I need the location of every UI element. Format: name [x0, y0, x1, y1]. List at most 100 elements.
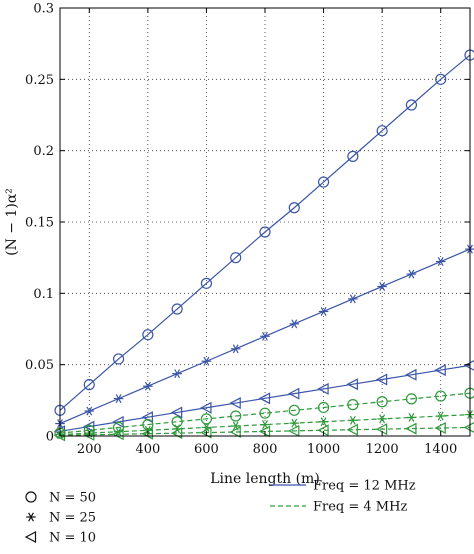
- circle-marker: [317, 401, 330, 414]
- triangle-marker: [346, 378, 358, 391]
- asterisk-stroke: [320, 417, 327, 427]
- circle-marker: [435, 73, 447, 85]
- asterisk-stroke: [28, 512, 34, 522]
- triangle-marker: [200, 401, 212, 414]
- axis-ticks: 200 400 600 800 1000 1200 1400 0 0.05 0.1 0.15 0.2 0…: [25, 2, 470, 457]
- circle-marker: [200, 277, 213, 289]
- asterisk-stroke: [291, 319, 298, 329]
- x-axis-label: Line length (m): [210, 471, 320, 487]
- asterisk-marker: [113, 394, 124, 404]
- triangle-marker: [170, 406, 183, 419]
- y-tick-label: 0.3: [33, 2, 54, 17]
- circle-marker: [112, 353, 125, 365]
- circle-marker: [230, 252, 242, 264]
- circle-marker: [83, 379, 95, 391]
- asterisk-stroke: [144, 425, 151, 435]
- asterisk-stroke: [408, 412, 415, 422]
- y-tick-label: 0.2: [33, 144, 54, 159]
- circle-marker: [317, 176, 330, 188]
- circle-marker: [171, 303, 183, 315]
- series-line: [59, 426, 471, 437]
- y-tick-label: 0.1: [33, 287, 54, 302]
- grid-lines: [60, 8, 470, 436]
- legend: N = 50 N = 25 N = 10 Freq = 12 MHz Freq = 4 …: [24, 479, 416, 546]
- x-tick-label: 1200: [366, 442, 399, 457]
- circle-marker: [200, 413, 213, 425]
- triangle-marker: [287, 387, 300, 400]
- asterisk-marker: [143, 381, 153, 391]
- asterisk-marker: [26, 512, 36, 522]
- asterisk-marker: [289, 319, 300, 329]
- triangle-marker: [434, 422, 446, 435]
- asterisk-marker: [172, 369, 182, 379]
- circle-marker: [347, 399, 359, 411]
- circle-marker: [288, 202, 300, 214]
- series-line: [59, 364, 471, 432]
- triangle-marker: [112, 428, 124, 441]
- asterisk-marker: [377, 414, 387, 424]
- asterisk-marker: [318, 417, 329, 427]
- y-tick-label: 0: [46, 430, 54, 445]
- triangle-marker: [229, 397, 241, 410]
- triangle-marker: [258, 392, 271, 405]
- asterisk-marker: [143, 425, 153, 435]
- triangle-marker: [112, 415, 124, 428]
- legend-label-line: Freq = 4 MHz: [313, 500, 407, 515]
- triangle-marker: [346, 423, 358, 436]
- asterisk-marker: [377, 282, 387, 291]
- series-line: [59, 54, 471, 411]
- asterisk-stroke: [379, 414, 386, 424]
- triangle-marker: [229, 426, 241, 438]
- circle-marker: [376, 396, 388, 408]
- asterisk-stroke: [262, 331, 268, 341]
- triangle-marker: [434, 364, 446, 377]
- circle-marker: [230, 410, 242, 422]
- triangle-marker: [287, 424, 300, 437]
- series-layer: [53, 49, 474, 442]
- asterisk-marker: [260, 331, 270, 341]
- x-tick-label: 400: [135, 442, 160, 457]
- y-axis-label: (N − 1)α²: [4, 188, 20, 256]
- legend-label-marker: N = 10: [49, 531, 96, 546]
- asterisk-marker: [348, 415, 358, 425]
- y-tick-label: 0.25: [25, 73, 54, 88]
- asterisk-marker: [230, 344, 241, 354]
- asterisk-marker: [406, 412, 417, 422]
- circle-marker: [142, 329, 154, 341]
- circle-marker: [259, 407, 271, 419]
- asterisk-stroke: [115, 394, 122, 404]
- legend-label-line: Freq = 12 MHz: [313, 479, 416, 494]
- asterisk-marker: [201, 356, 212, 366]
- asterisk-marker: [406, 269, 417, 279]
- asterisk-stroke: [349, 415, 356, 425]
- circle-marker: [435, 390, 447, 402]
- asterisk-marker: [435, 257, 446, 266]
- asterisk-marker: [435, 411, 446, 421]
- x-tick-label: 1400: [424, 442, 457, 457]
- x-tick-label: 200: [77, 442, 102, 457]
- asterisk-stroke: [437, 411, 444, 421]
- asterisk-stroke: [379, 282, 386, 291]
- triangle-marker: [24, 531, 37, 543]
- asterisk-marker: [84, 406, 95, 416]
- circle-marker: [405, 393, 418, 405]
- circle-marker: [405, 99, 418, 111]
- asterisk-stroke: [174, 369, 181, 379]
- y-tick-label: 0.05: [25, 358, 54, 373]
- asterisk-stroke: [232, 344, 239, 354]
- asterisk-stroke: [291, 418, 298, 428]
- y-tick-label: 0.15: [25, 216, 54, 231]
- series-asterisk-3a55a8: [55, 244, 474, 429]
- asterisk-marker: [318, 306, 329, 316]
- asterisk-marker: [348, 294, 358, 304]
- circle-marker: [25, 491, 37, 503]
- series-circle-3a55a8: [54, 49, 474, 416]
- triangle-marker: [82, 420, 95, 433]
- circle-marker: [171, 416, 183, 428]
- asterisk-stroke: [86, 406, 93, 416]
- series-line: [59, 392, 471, 434]
- circle-marker: [259, 226, 271, 238]
- legend-label-marker: N = 25: [49, 511, 96, 526]
